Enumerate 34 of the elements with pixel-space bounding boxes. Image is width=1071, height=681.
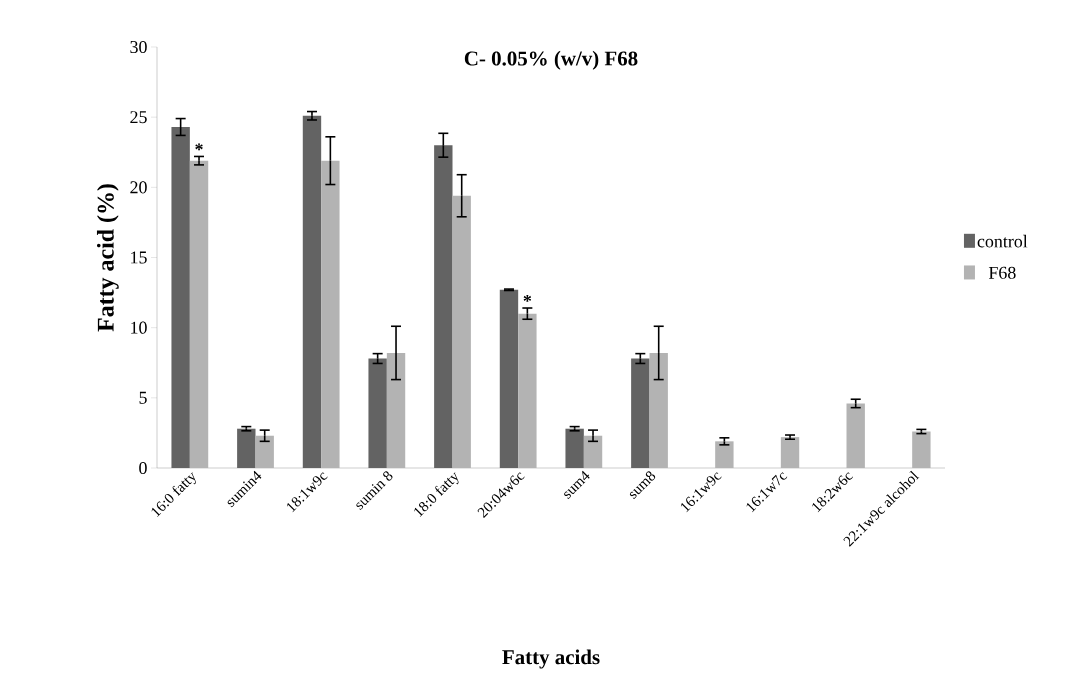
bar bbox=[452, 195, 471, 468]
y-tick-label: 30 bbox=[130, 40, 147, 54]
legend-label: F68 bbox=[988, 266, 1016, 279]
bar bbox=[171, 126, 190, 468]
bar bbox=[583, 435, 603, 468]
bar bbox=[321, 160, 340, 468]
bar bbox=[631, 358, 650, 468]
bar bbox=[846, 403, 865, 468]
y-tick-label: 25 bbox=[130, 111, 147, 124]
y-tick-label: 20 bbox=[130, 181, 147, 194]
bar bbox=[189, 160, 209, 468]
legend-label: control bbox=[977, 234, 1028, 248]
bar bbox=[368, 358, 387, 468]
annotation: * bbox=[523, 295, 532, 302]
bar bbox=[649, 352, 668, 468]
bar bbox=[237, 428, 256, 468]
y-tick-label: 15 bbox=[131, 251, 147, 264]
bar bbox=[255, 435, 274, 468]
annotation: * bbox=[195, 143, 203, 151]
y-tick-label: 5 bbox=[139, 391, 147, 404]
bar bbox=[715, 441, 734, 468]
bar bbox=[518, 313, 537, 468]
bar bbox=[434, 145, 453, 468]
y-tick-label: 0 bbox=[139, 461, 147, 475]
bar bbox=[565, 428, 584, 468]
y-tick-label: 10 bbox=[131, 321, 147, 334]
bar bbox=[780, 437, 800, 468]
bar bbox=[912, 431, 931, 468]
bar bbox=[386, 352, 406, 468]
bar bbox=[499, 289, 519, 468]
chart-title: C- 0.05% (w/v) F68 bbox=[464, 50, 638, 70]
x-axis-title: Fatty acids bbox=[502, 649, 600, 669]
y-axis-title: Fatty acid (%) bbox=[96, 184, 119, 332]
bar bbox=[302, 115, 322, 468]
